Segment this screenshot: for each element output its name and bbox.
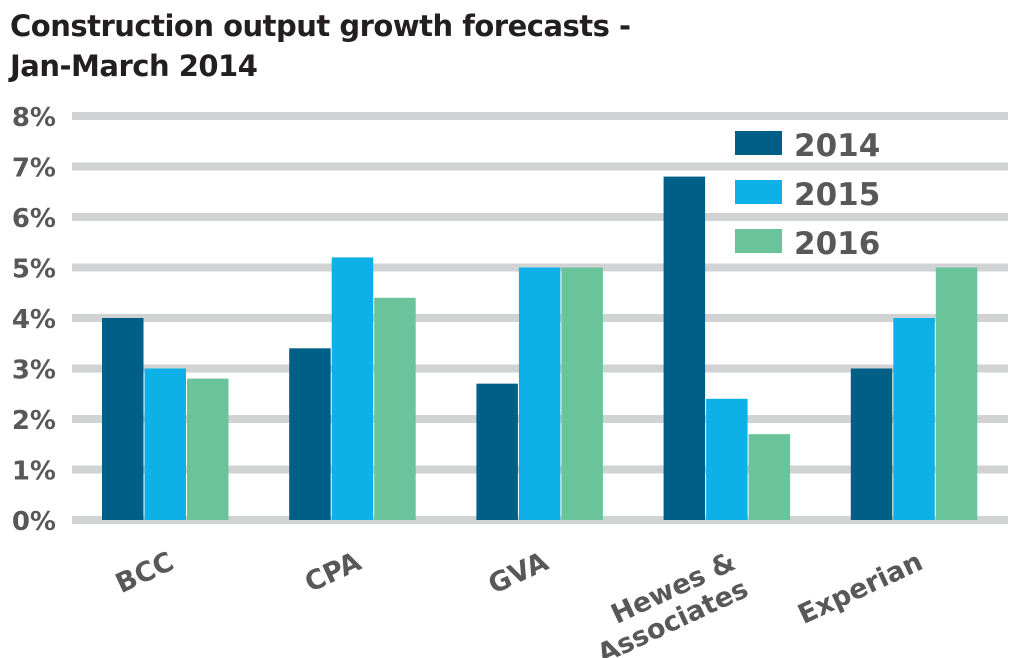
x-axis-labels: BCC CPA GVA Hewes &Associates Experian (111, 546, 927, 658)
legend-swatch-2015 (735, 180, 782, 204)
x-tick-label-line: BCC (111, 546, 179, 600)
bar-2015-gva (518, 267, 561, 520)
gridline (72, 213, 1008, 221)
x-tick-label-line: CPA (300, 546, 366, 599)
bar-2014-cpa (289, 348, 331, 520)
bar-2015-experian (893, 318, 935, 520)
bar-2014-hewes-associates (663, 176, 706, 520)
gridline (72, 112, 1008, 120)
bar-2016-bcc (187, 378, 229, 520)
x-tick-label: Experian (793, 546, 927, 631)
bar-2015-cpa (331, 257, 374, 520)
legend-label-2014: 2014 (794, 128, 880, 164)
y-tick-label: 7% (12, 154, 56, 184)
bar-2016-experian (935, 267, 978, 520)
y-tick-label: 5% (12, 255, 56, 285)
legend-label-2015: 2015 (794, 177, 880, 213)
bar-2016-cpa (374, 297, 416, 520)
legend-swatch-2014 (735, 131, 782, 155)
legend: 2014 2015 2016 (735, 128, 880, 262)
bar-2014-gva (476, 383, 518, 520)
bar-2014-experian (850, 368, 893, 520)
y-tick-label: 0% (12, 507, 56, 537)
y-tick-label: 2% (12, 406, 56, 436)
y-tick-label: 3% (12, 356, 56, 386)
y-tick-label: 1% (12, 457, 56, 487)
y-axis-ticks: 0% 1% 2% 3% 4% 5% 6% 7% 8% (12, 103, 56, 537)
y-tick-label: 8% (12, 103, 56, 133)
x-tick-label-line: Experian (793, 546, 927, 631)
bar-2015-bcc (144, 368, 186, 520)
gridline (72, 162, 1008, 171)
bar-2014-bcc (102, 318, 144, 520)
y-tick-label: 4% (12, 305, 56, 335)
bar-2016-gva (561, 267, 603, 520)
y-tick-label: 6% (12, 204, 56, 234)
x-tick-label: Hewes &Associates (593, 546, 753, 658)
bar-2015-hewes-associates (706, 398, 748, 520)
bars (102, 176, 978, 520)
x-tick-label: CPA (300, 546, 366, 599)
legend-swatch-2016 (735, 229, 782, 253)
chart-title: Construction output growth forecasts - J… (10, 6, 631, 86)
legend-label-2016: 2016 (794, 226, 880, 262)
x-tick-label: BCC (111, 546, 179, 600)
chart-subtitle: Jan-March 2014 (10, 49, 258, 83)
bar-2016-hewes-associates (748, 434, 791, 520)
chart-title-line1: Construction output growth forecasts - (10, 9, 631, 43)
x-tick-label: GVA (484, 546, 553, 600)
x-tick-label-line: GVA (484, 546, 553, 600)
